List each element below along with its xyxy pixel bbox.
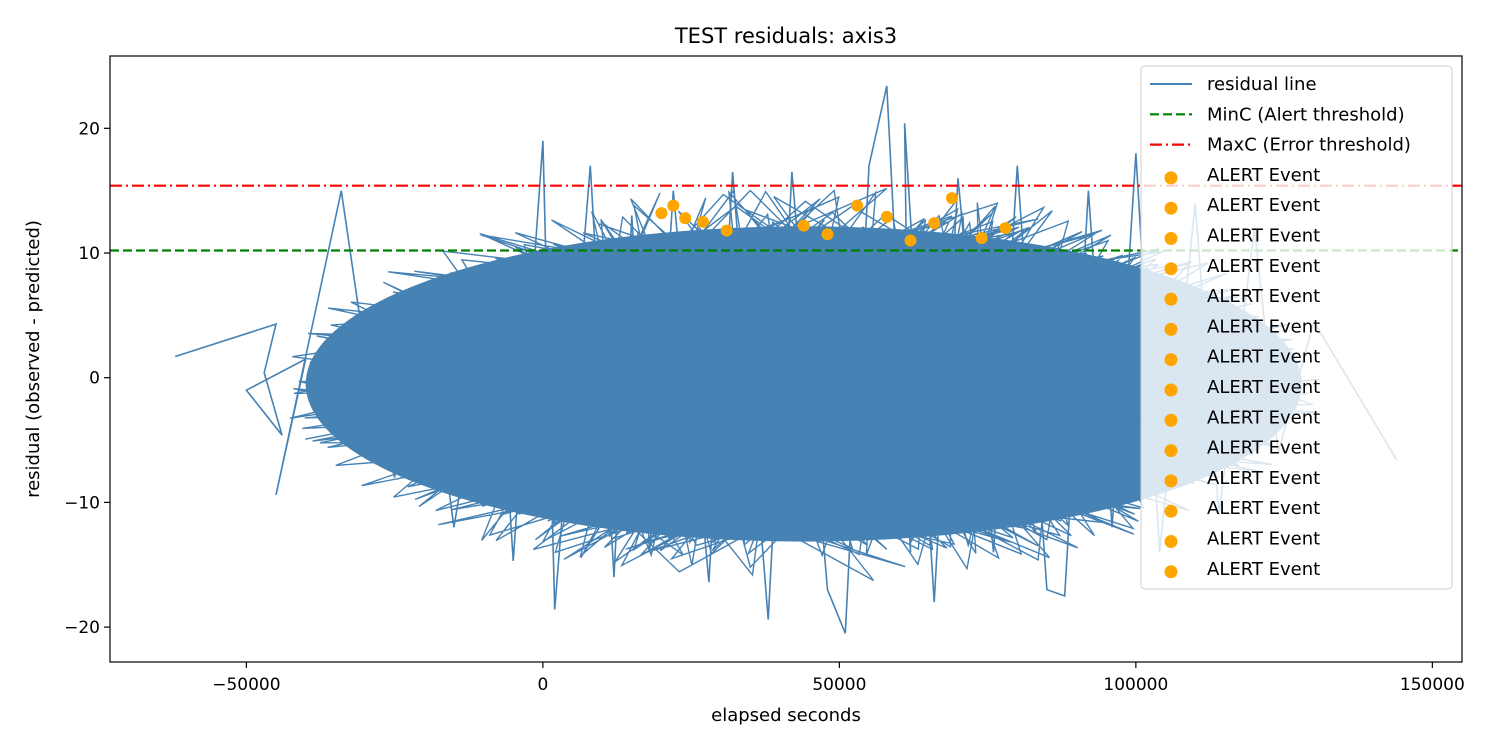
legend-entry: ALERT Event <box>1164 498 1320 519</box>
legend-entry: ALERT Event <box>1164 377 1320 398</box>
alert-event-point <box>679 212 692 225</box>
legend-label: ALERT Event <box>1207 286 1320 307</box>
legend-swatch <box>1164 292 1178 306</box>
legend-swatch <box>1164 504 1178 518</box>
alert-event-point <box>696 215 709 228</box>
alert-event-point <box>975 232 988 245</box>
residual-line-series <box>174 85 1398 634</box>
legend-swatch <box>1164 171 1178 185</box>
legend-entry: ALERT Event <box>1164 407 1320 428</box>
legend-label: ALERT Event <box>1207 316 1320 337</box>
legend-swatch <box>1164 383 1178 397</box>
x-tick-label: 100000 <box>1103 675 1168 695</box>
legend-entry: ALERT Event <box>1164 468 1320 489</box>
legend-swatch <box>1164 262 1178 276</box>
legend-label: MaxC (Error threshold) <box>1207 135 1411 156</box>
y-axis-ticks: −20 −10 0 10 20 <box>64 119 110 638</box>
legend-items: residual line MinC (Alert threshold) MaxC … <box>1150 74 1411 580</box>
alert-event-point <box>999 222 1012 235</box>
legend-label: ALERT Event <box>1207 347 1320 368</box>
legend-swatch <box>1164 413 1178 427</box>
alert-event-point <box>821 228 834 241</box>
alert-event-points <box>655 192 1012 247</box>
legend-swatch <box>1164 474 1178 488</box>
legend-entry: ALERT Event <box>1164 316 1320 337</box>
y-tick-label: 10 <box>78 244 100 264</box>
legend-entry: ALERT Event <box>1164 347 1320 368</box>
alert-event-point <box>904 234 917 247</box>
legend-swatch <box>1164 201 1178 215</box>
x-tick-label: 0 <box>537 675 548 695</box>
legend-swatch <box>1164 535 1178 548</box>
legend-entry: MinC (Alert threshold) <box>1150 104 1405 125</box>
alert-event-point <box>928 217 941 230</box>
legend-entry: ALERT Event <box>1164 286 1320 307</box>
legend-label: ALERT Event <box>1207 438 1320 459</box>
legend-entry: MaxC (Error threshold) <box>1150 135 1411 156</box>
y-axis-label: residual (observed - predicted) <box>23 220 44 498</box>
chart-title: TEST residuals: axis3 <box>674 24 897 48</box>
legend-box <box>1140 65 1453 590</box>
legend-entry: residual line <box>1150 74 1317 95</box>
legend-label: MinC (Alert threshold) <box>1207 104 1405 125</box>
legend-label: ALERT Event <box>1207 377 1320 398</box>
legend-label: ALERT Event <box>1207 195 1320 216</box>
legend: residual line MinC (Alert threshold) MaxC … <box>1140 65 1453 590</box>
plot-frame <box>109 55 1463 663</box>
y-tick-label: −20 <box>64 618 100 638</box>
legend-label: ALERT Event <box>1207 529 1320 550</box>
legend-label: residual line <box>1207 74 1317 95</box>
legend-label: ALERT Event <box>1207 165 1320 186</box>
legend-swatch <box>1164 565 1178 579</box>
x-tick-label: 50000 <box>812 675 866 695</box>
alert-event-point <box>655 207 668 220</box>
alert-event-point <box>797 219 810 232</box>
legend-swatch <box>1164 322 1178 336</box>
legend-swatch <box>1164 444 1178 458</box>
legend-entry: ALERT Event <box>1164 529 1320 550</box>
plot-area <box>110 85 1462 634</box>
legend-swatch <box>1164 232 1178 245</box>
alert-event-point <box>880 210 893 223</box>
legend-entry: ALERT Event <box>1164 438 1320 459</box>
alert-event-point <box>720 224 733 237</box>
residual-line <box>174 85 1398 634</box>
legend-entry: ALERT Event <box>1164 256 1320 277</box>
residual-noise-band <box>289 187 1320 582</box>
alert-event-point <box>851 199 864 212</box>
alert-event-point <box>946 192 959 205</box>
x-axis-label: elapsed seconds <box>711 705 861 726</box>
legend-entry: ALERT Event <box>1164 165 1320 186</box>
x-tick-label: 150000 <box>1400 675 1465 695</box>
legend-label: ALERT Event <box>1207 256 1320 277</box>
x-tick-label: −50000 <box>212 675 280 695</box>
legend-swatch <box>1164 353 1178 367</box>
y-tick-label: 20 <box>78 119 100 139</box>
legend-entry: ALERT Event <box>1164 195 1320 216</box>
legend-label: ALERT Event <box>1207 559 1320 580</box>
x-axis-ticks: −50000 0 50000 100000 150000 <box>212 662 1465 695</box>
alert-event-point <box>667 199 680 212</box>
legend-label: ALERT Event <box>1207 468 1320 489</box>
legend-label: ALERT Event <box>1207 407 1320 428</box>
legend-label: ALERT Event <box>1207 226 1320 247</box>
legend-entry: ALERT Event <box>1164 559 1320 580</box>
y-tick-label: −10 <box>64 493 100 513</box>
residual-noise-strokes <box>289 187 1320 582</box>
y-tick-label: 0 <box>89 369 100 389</box>
legend-label: ALERT Event <box>1207 498 1320 519</box>
legend-entry: ALERT Event <box>1164 226 1320 247</box>
